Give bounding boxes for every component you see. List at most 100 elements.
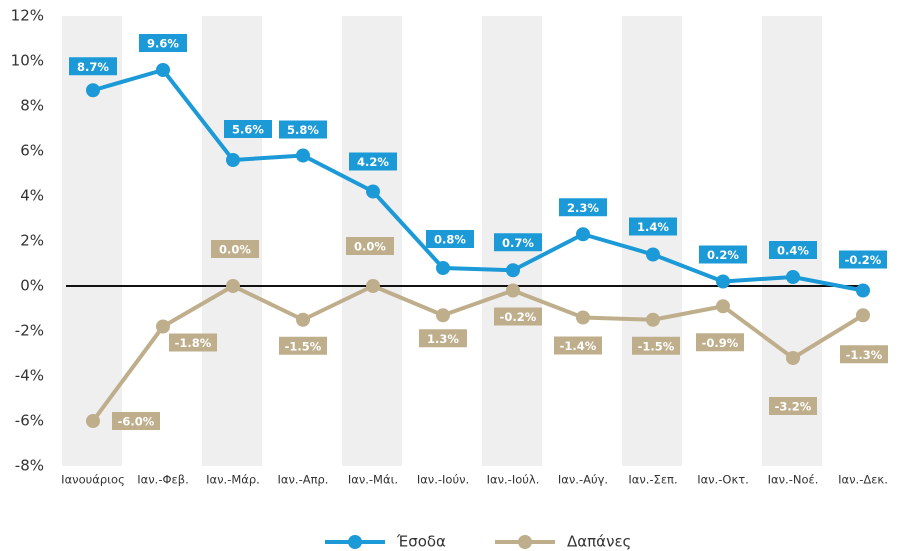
point <box>716 274 730 289</box>
x-tick-label: Ιαν.-Μάι. <box>348 473 398 487</box>
x-tick-label: Ιανουάριος <box>61 473 125 487</box>
value-label: 8.7% <box>77 60 109 74</box>
value-label: -0.2% <box>500 310 537 324</box>
point <box>296 312 310 327</box>
point <box>506 263 520 278</box>
y-tick-label: 8% <box>20 97 44 115</box>
value-label: -1.5% <box>638 339 675 353</box>
value-label: 4.2% <box>357 155 389 169</box>
y-tick-label: -6% <box>15 412 44 430</box>
value-label: 5.6% <box>232 123 264 137</box>
value-label-bg <box>419 329 467 348</box>
value-label-bg <box>349 152 397 171</box>
point <box>296 148 310 163</box>
value-label: -0.9% <box>702 336 739 350</box>
point <box>716 299 730 314</box>
y-tick-label: 10% <box>11 52 44 70</box>
value-label: -3.2% <box>775 400 812 414</box>
value-label: -1.4% <box>560 339 597 353</box>
point <box>786 351 800 365</box>
value-label-bg <box>279 120 327 139</box>
value-label: -1.5% <box>285 339 322 353</box>
value-label: 0.0% <box>219 243 251 257</box>
value-label: 0.0% <box>354 240 386 254</box>
value-label: 1.3% <box>427 332 459 346</box>
y-tick-label: -8% <box>15 457 44 475</box>
value-label-bg <box>494 307 542 326</box>
value-label: 0.4% <box>777 244 809 258</box>
series-line <box>91 284 865 423</box>
value-label-bg <box>279 336 327 355</box>
value-label: -6.0% <box>118 415 155 429</box>
y-tick-label: 2% <box>20 232 44 250</box>
value-label-bg <box>699 245 747 264</box>
value-label-bg <box>426 230 474 248</box>
point <box>576 310 590 325</box>
value-label: 0.8% <box>434 233 466 247</box>
value-label: -1.8% <box>175 336 212 350</box>
value-label-bg <box>840 345 888 364</box>
value-label-bg <box>494 233 542 252</box>
y-tick-label: -4% <box>15 367 44 385</box>
value-label-bg <box>112 412 160 430</box>
x-tick-label: Ιαν.-Φεβ. <box>137 473 188 487</box>
point <box>366 184 380 199</box>
x-tick-label: Ιαν.-Οκτ. <box>697 473 749 487</box>
value-label-bg <box>629 217 677 236</box>
x-tick-label: Ιαν.-Αύγ. <box>558 473 608 487</box>
x-tick-label: Ιαν.-Ιούλ. <box>487 473 540 487</box>
legend-label: Έσοδα <box>396 533 446 551</box>
value-label-bg <box>139 34 187 52</box>
value-label: -1.3% <box>846 348 883 362</box>
value-label-bg <box>839 250 887 269</box>
x-tick-label: Ιαν.-Απρ. <box>278 473 329 487</box>
value-label-bg <box>559 198 607 217</box>
point <box>856 283 870 298</box>
value-label-bg <box>346 237 394 255</box>
point <box>156 319 170 334</box>
y-tick-label: 12% <box>11 7 44 25</box>
value-label: 0.7% <box>502 236 534 250</box>
point <box>366 279 380 293</box>
point <box>226 279 240 293</box>
y-tick-label: 4% <box>20 187 44 205</box>
value-label-bg <box>632 336 680 355</box>
point <box>506 283 520 298</box>
point <box>646 312 660 327</box>
x-tick-label: Ιαν.-Νοέ. <box>768 473 819 487</box>
value-label: 9.6% <box>147 37 179 51</box>
value-label: 1.4% <box>637 220 669 234</box>
point <box>436 308 450 323</box>
x-tick-label: Ιαν.-Σεπ. <box>628 473 677 487</box>
value-label-bg <box>69 57 117 76</box>
series-line <box>92 68 864 293</box>
value-label-bg <box>769 397 817 415</box>
value-label-bg <box>224 120 272 138</box>
legend-label: Δαπάνες <box>567 533 631 551</box>
value-label-bg <box>211 240 259 258</box>
value-label: 2.3% <box>567 201 599 215</box>
x-tick-label: Ιαν.-Δεκ. <box>838 473 888 487</box>
point <box>786 270 800 284</box>
point <box>436 261 450 275</box>
value-label-bg <box>769 241 817 259</box>
point <box>86 83 100 98</box>
value-label: -0.2% <box>845 253 882 267</box>
x-tick-label: Ιαν.-Ιούν. <box>417 473 469 487</box>
point <box>856 308 870 323</box>
point <box>226 153 240 167</box>
point <box>156 63 170 77</box>
y-tick-label: 6% <box>20 142 44 160</box>
point <box>86 414 100 428</box>
value-label-bg <box>169 333 217 352</box>
value-label: 5.8% <box>287 123 319 137</box>
legend-marker <box>348 535 362 549</box>
legend-marker <box>518 535 532 549</box>
point <box>576 227 590 242</box>
x-tick-label: Ιαν.-Μάρ. <box>206 473 260 487</box>
value-label-bg <box>696 333 744 352</box>
point <box>646 247 660 262</box>
y-tick-label: -2% <box>15 322 44 340</box>
column-band <box>622 16 682 466</box>
